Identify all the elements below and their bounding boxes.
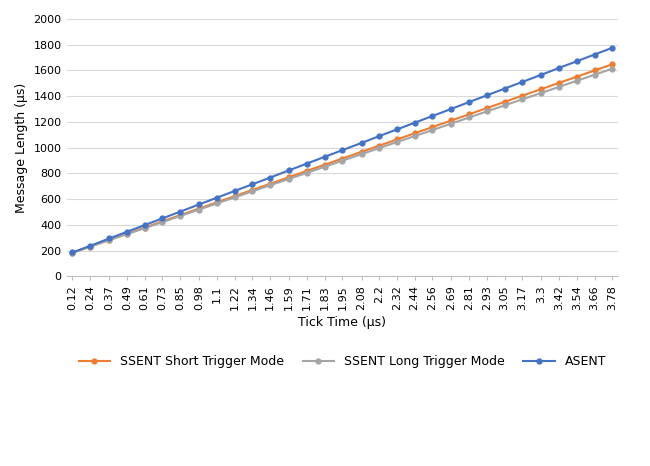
ASENT (393, 127, 401, 132)
SSENT Long Trigger Mode (68, 250, 76, 255)
Y-axis label: Message Length (μs): Message Length (μs) (15, 82, 28, 213)
SSENT Long Trigger Mode (266, 183, 274, 188)
SSENT Short Trigger Mode (86, 244, 94, 249)
SSENT Short Trigger Mode (518, 93, 526, 98)
SSENT Short Trigger Mode (231, 193, 239, 199)
SSENT Short Trigger Mode (448, 117, 456, 123)
ASENT (68, 250, 76, 255)
ASENT (375, 133, 383, 139)
Line: SSENT Short Trigger Mode: SSENT Short Trigger Mode (70, 62, 615, 255)
SSENT Short Trigger Mode (266, 181, 274, 186)
SSENT Short Trigger Mode (375, 143, 383, 149)
SSENT Short Trigger Mode (573, 74, 580, 80)
SSENT Long Trigger Mode (483, 109, 491, 114)
SSENT Long Trigger Mode (411, 133, 419, 139)
SSENT Long Trigger Mode (248, 189, 256, 194)
ASENT (105, 236, 113, 241)
ASENT (303, 161, 311, 166)
Line: ASENT: ASENT (70, 45, 615, 255)
ASENT (213, 195, 221, 200)
SSENT Long Trigger Mode (591, 72, 599, 77)
ASENT (500, 86, 508, 91)
SSENT Long Trigger Mode (339, 158, 346, 164)
SSENT Short Trigger Mode (428, 124, 436, 130)
SSENT Long Trigger Mode (518, 96, 526, 102)
SSENT Short Trigger Mode (285, 174, 293, 180)
SSENT Short Trigger Mode (105, 237, 113, 243)
SSENT Long Trigger Mode (105, 237, 113, 243)
SSENT Long Trigger Mode (573, 78, 580, 83)
SSENT Short Trigger Mode (248, 187, 256, 193)
ASENT (573, 58, 580, 64)
SSENT Short Trigger Mode (555, 80, 563, 86)
SSENT Short Trigger Mode (358, 149, 365, 155)
SSENT Short Trigger Mode (465, 111, 473, 117)
ASENT (448, 106, 456, 112)
ASENT (608, 45, 616, 51)
ASENT (555, 65, 563, 71)
SSENT Short Trigger Mode (196, 206, 203, 211)
ASENT (196, 202, 203, 207)
ASENT (538, 72, 545, 77)
SSENT Short Trigger Mode (339, 156, 346, 161)
SSENT Long Trigger Mode (428, 127, 436, 133)
SSENT Long Trigger Mode (393, 139, 401, 145)
X-axis label: Tick Time (μs): Tick Time (μs) (298, 316, 386, 329)
SSENT Long Trigger Mode (303, 170, 311, 176)
SSENT Long Trigger Mode (86, 244, 94, 249)
SSENT Short Trigger Mode (411, 130, 419, 136)
SSENT Long Trigger Mode (231, 195, 239, 200)
SSENT Short Trigger Mode (538, 86, 545, 92)
ASENT (411, 120, 419, 125)
ASENT (428, 113, 436, 119)
ASENT (266, 175, 274, 180)
SSENT Long Trigger Mode (465, 115, 473, 120)
ASENT (123, 229, 131, 234)
SSENT Long Trigger Mode (285, 176, 293, 182)
ASENT (248, 181, 256, 187)
SSENT Long Trigger Mode (196, 207, 203, 212)
Legend: SSENT Short Trigger Mode, SSENT Long Trigger Mode, ASENT: SSENT Short Trigger Mode, SSENT Long Tri… (73, 350, 611, 373)
SSENT Short Trigger Mode (68, 250, 76, 255)
Line: SSENT Long Trigger Mode: SSENT Long Trigger Mode (70, 66, 615, 255)
SSENT Long Trigger Mode (375, 145, 383, 151)
SSENT Short Trigger Mode (500, 99, 508, 105)
SSENT Long Trigger Mode (538, 90, 545, 96)
ASENT (159, 216, 166, 221)
SSENT Short Trigger Mode (176, 212, 184, 218)
ASENT (339, 147, 346, 153)
ASENT (141, 222, 149, 228)
ASENT (358, 140, 365, 146)
SSENT Short Trigger Mode (483, 105, 491, 111)
ASENT (176, 209, 184, 214)
ASENT (518, 79, 526, 85)
SSENT Short Trigger Mode (159, 219, 166, 224)
SSENT Short Trigger Mode (303, 168, 311, 174)
ASENT (86, 243, 94, 248)
SSENT Short Trigger Mode (393, 137, 401, 142)
ASENT (320, 154, 328, 160)
ASENT (231, 188, 239, 194)
ASENT (483, 93, 491, 98)
SSENT Short Trigger Mode (123, 231, 131, 237)
SSENT Long Trigger Mode (358, 151, 365, 157)
SSENT Long Trigger Mode (141, 226, 149, 231)
ASENT (591, 52, 599, 57)
ASENT (465, 99, 473, 105)
SSENT Long Trigger Mode (500, 103, 508, 108)
SSENT Long Trigger Mode (320, 164, 328, 170)
SSENT Long Trigger Mode (448, 121, 456, 126)
SSENT Short Trigger Mode (591, 68, 599, 73)
SSENT Long Trigger Mode (555, 84, 563, 89)
SSENT Short Trigger Mode (320, 162, 328, 167)
SSENT Short Trigger Mode (608, 62, 616, 67)
SSENT Short Trigger Mode (141, 225, 149, 230)
SSENT Short Trigger Mode (213, 199, 221, 205)
SSENT Long Trigger Mode (213, 201, 221, 206)
SSENT Long Trigger Mode (159, 219, 166, 225)
ASENT (285, 167, 293, 173)
SSENT Long Trigger Mode (123, 231, 131, 237)
SSENT Long Trigger Mode (176, 213, 184, 219)
SSENT Long Trigger Mode (608, 66, 616, 71)
